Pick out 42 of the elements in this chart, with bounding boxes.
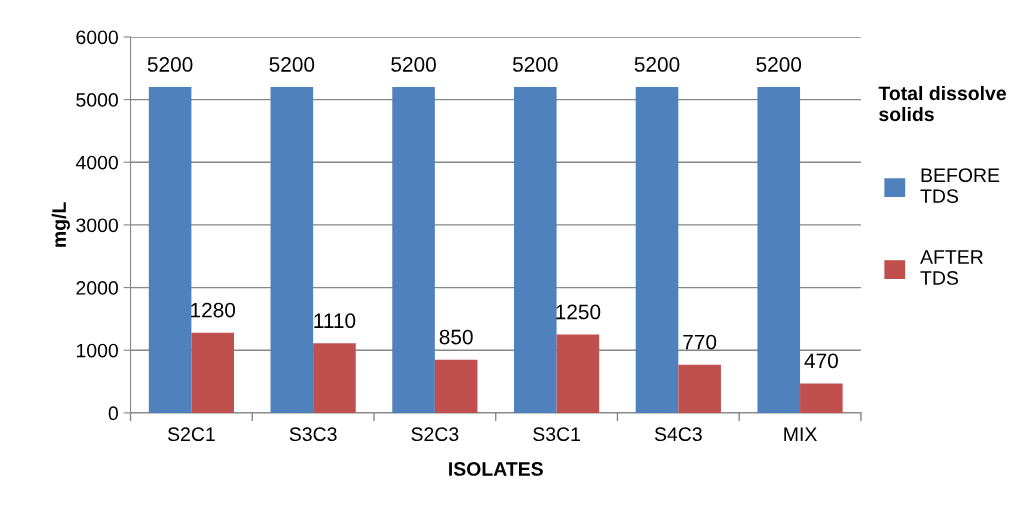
legend-title: Total dissolve solids: [878, 85, 1006, 122]
bar: [434, 359, 478, 413]
data-label: 470: [804, 353, 838, 369]
bar: [678, 364, 721, 413]
bar: [513, 87, 557, 413]
legend-label: AFTER TDS: [920, 250, 983, 285]
bar: [270, 87, 314, 413]
bar: [191, 332, 235, 413]
x-tick-label: MIX: [784, 427, 817, 441]
bar: [800, 383, 843, 413]
y-tick-label: 3000: [76, 218, 118, 233]
y-axis-title: mg/L: [51, 202, 70, 247]
y-tick-label: 1000: [76, 343, 118, 358]
y-tick-label: 2000: [76, 281, 118, 295]
data-label: 1280: [191, 302, 236, 318]
legend-label: BEFORE TDS: [920, 168, 1000, 204]
bar: [635, 87, 679, 413]
data-label: 770: [683, 334, 717, 350]
data-label: 5200: [756, 57, 802, 72]
bar: [392, 87, 435, 413]
x-tick-label: S4C3: [654, 427, 702, 442]
data-label: 850: [439, 329, 473, 345]
data-label: 5200: [269, 57, 315, 72]
data-label: 5200: [147, 57, 193, 72]
bar: [757, 87, 801, 413]
bar: [148, 87, 192, 413]
x-tick-label: S2C1: [167, 427, 215, 442]
y-tick-label: 5000: [76, 93, 118, 107]
x-tick-label: S3C3: [289, 427, 337, 442]
x-axis-title: ISOLATES: [449, 462, 543, 476]
y-tick-label: 0: [108, 406, 118, 421]
data-label: 5200: [391, 57, 436, 72]
x-tick-label: S3C1: [533, 427, 580, 442]
bar: [313, 343, 356, 413]
data-label: 1110: [314, 313, 356, 329]
data-label: 5200: [512, 57, 558, 72]
data-label: 1250: [556, 304, 601, 320]
y-tick-label: 4000: [75, 155, 118, 170]
x-tick-label: S2C3: [411, 427, 459, 442]
data-label: 5200: [634, 57, 680, 72]
bar: [556, 334, 600, 413]
y-tick-label: 6000: [76, 30, 118, 45]
